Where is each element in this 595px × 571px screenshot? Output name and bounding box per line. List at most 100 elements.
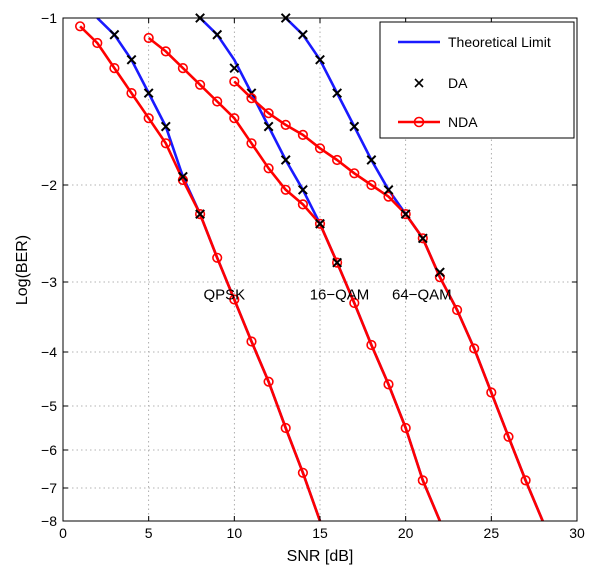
nda-point-64-qam: [469, 343, 480, 354]
da-point-16-qam: [212, 29, 223, 40]
da-point-qpsk: [109, 29, 120, 40]
nda-point-qpsk: [109, 62, 120, 74]
y-tick-label: −1: [41, 10, 57, 26]
da-point-16-qam: [280, 155, 291, 165]
x-tick-label: 20: [398, 525, 414, 541]
y-tick-label: −8: [41, 513, 57, 529]
da-point-64-qam: [366, 155, 377, 165]
da-point-16-qam: [332, 257, 343, 268]
nda-point-16-qam: [297, 199, 309, 210]
x-tick-label: 10: [227, 525, 243, 541]
da-point-64-qam: [332, 88, 343, 99]
y-tick-label: −5: [41, 398, 57, 414]
nda-point-qpsk: [297, 467, 309, 478]
da-point-qpsk: [143, 88, 154, 99]
x-tick-label: 0: [59, 525, 67, 541]
nda-point-qpsk: [126, 87, 137, 99]
da-point-qpsk: [195, 209, 205, 220]
nda-point-16-qam: [263, 163, 274, 174]
da-point-qpsk: [160, 121, 171, 132]
nda-line-64-qam: [233, 80, 544, 521]
da-point-16-qam: [297, 184, 308, 195]
da-point-64-qam: [417, 233, 428, 244]
x-axis-label: SNR [dB]: [287, 548, 354, 565]
nda-point-16-qam: [143, 32, 154, 44]
nda-point-64-qam: [452, 304, 463, 316]
nda-point-64-qam: [246, 93, 257, 104]
nda-point-64-qam: [314, 143, 326, 154]
nda-point-64-qam: [280, 119, 291, 130]
y-tick-label: −3: [41, 274, 57, 290]
y-tick-label: −6: [41, 442, 57, 458]
legend-da-label: DA: [448, 75, 468, 91]
legend-nda-label: NDA: [448, 114, 478, 130]
nda-point-16-qam: [195, 79, 206, 90]
nda-point-16-qam: [332, 257, 343, 268]
da-point-64-qam: [297, 29, 308, 40]
da-point-64-qam: [383, 184, 394, 195]
nda-point-16-qam: [417, 475, 428, 486]
x-tick-label: 5: [145, 525, 153, 541]
legend-da-marker: [414, 78, 424, 88]
modulation-label: QPSK: [204, 287, 246, 304]
da-point-qpsk: [178, 171, 188, 182]
nda-point-64-qam: [332, 154, 343, 166]
da-point-64-qam: [435, 267, 445, 278]
x-tick-label: 25: [484, 525, 500, 541]
nda-point-64-qam: [383, 191, 394, 202]
annotations: QPSK 16−QAM 64−QAM: [204, 287, 452, 304]
nda-point-64-qam: [486, 387, 497, 398]
nda-point-qpsk: [263, 376, 274, 387]
y-tick-label: −4: [41, 344, 57, 360]
nda-point-16-qam: [212, 96, 223, 107]
nda-point-16-qam: [246, 138, 257, 149]
nda-point-16-qam: [349, 297, 360, 309]
legend: Theoretical Limit DA NDA: [379, 21, 575, 139]
nda-point-16-qam: [280, 184, 291, 195]
nda-point-64-qam: [297, 129, 309, 140]
modulation-label: 16−QAM: [310, 287, 370, 304]
legend-nda-marker: [413, 116, 425, 128]
nda-point-qpsk: [143, 113, 154, 124]
x-tick-label: 15: [312, 525, 328, 541]
nda-point-qpsk: [229, 294, 240, 305]
nda-point-64-qam: [503, 431, 514, 442]
nda-point-qpsk: [74, 21, 86, 32]
nda-point-qpsk: [212, 252, 223, 263]
modulation-label: 64−QAM: [392, 287, 452, 304]
nda-point-64-qam: [229, 76, 240, 87]
nda-point-64-qam: [400, 209, 411, 220]
nda-point-64-qam: [263, 108, 274, 119]
axis-ticks: 0 5 10 15 20 25 30 −8 −7 −6 −5 −4 −3 −2 −1: [41, 10, 585, 541]
nda-point-16-qam: [383, 379, 394, 390]
nda-point-16-qam: [229, 113, 240, 124]
nda-point-16-qam: [177, 62, 188, 74]
nda-point-64-qam: [520, 475, 531, 486]
y-axis-label: Log(BER): [14, 235, 31, 305]
nda-point-qpsk: [160, 138, 171, 149]
x-tick-label: 30: [569, 525, 585, 541]
nda-point-16-qam: [314, 218, 326, 229]
nda-point-64-qam: [417, 233, 428, 244]
da-point-16-qam: [315, 218, 325, 229]
da-point-64-qam: [349, 121, 360, 132]
da-point-64-qam: [315, 54, 325, 65]
nda-point-16-qam: [366, 339, 377, 351]
nda-point-64-qam: [366, 179, 377, 191]
legend-theoretical-label: Theoretical Limit: [448, 34, 551, 50]
da-point-64-qam: [400, 209, 411, 220]
nda-point-16-qam: [160, 46, 171, 57]
nda-point-64-qam: [349, 168, 360, 179]
da-point-16-qam: [229, 63, 240, 74]
marker-layer: [74, 13, 531, 486]
nda-point-qpsk: [246, 336, 257, 347]
nda-point-16-qam: [400, 422, 411, 434]
nda-point-qpsk: [280, 422, 291, 434]
y-tick-label: −7: [41, 480, 57, 496]
y-tick-label: −2: [41, 177, 57, 193]
grid-lines: [63, 18, 577, 521]
da-point-qpsk: [126, 54, 137, 65]
da-point-16-qam: [263, 121, 274, 132]
nda-point-qpsk: [92, 37, 103, 49]
